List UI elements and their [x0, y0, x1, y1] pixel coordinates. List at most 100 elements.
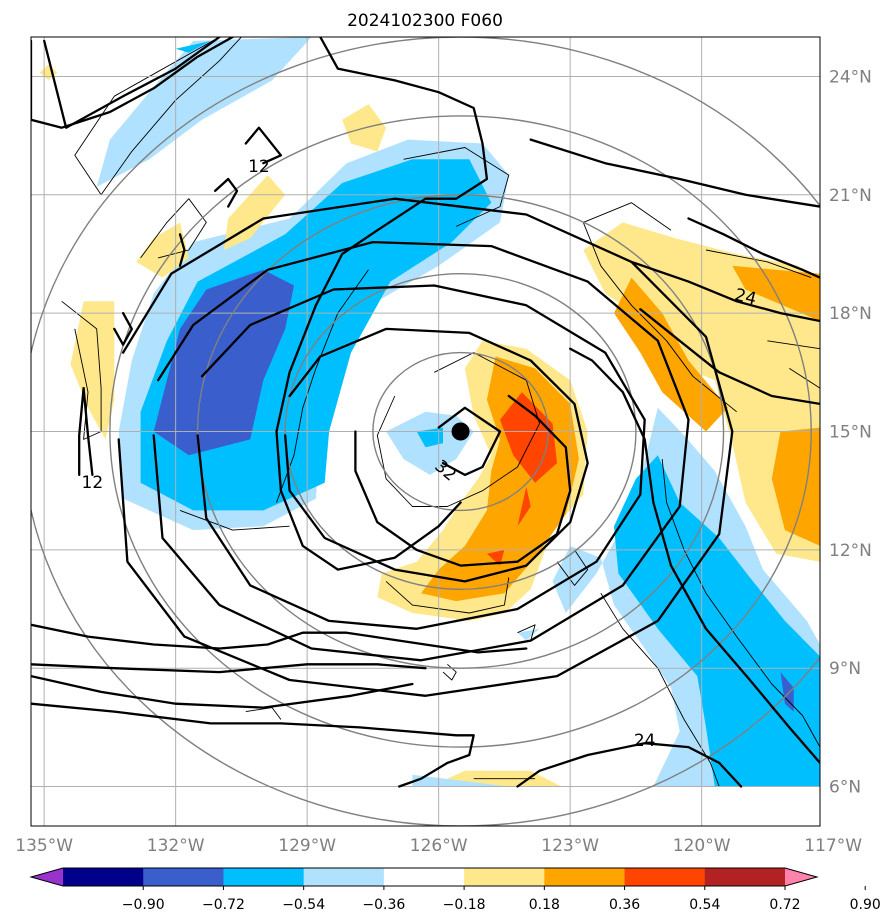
y-tick-labels: 24°N 21°N 18°N 15°N 12°N 9°N 6°N: [829, 67, 872, 797]
thin-contour-10: [600, 592, 720, 787]
thin-contour-8: [705, 249, 812, 279]
y-tick-label-6: 6°N: [829, 778, 861, 798]
y-tick-label-0: 24°N: [829, 67, 872, 87]
thin-contour-15: [276, 269, 369, 503]
x-tick-label-2: 129°W: [278, 836, 336, 856]
shaded-region-18: [771, 427, 820, 546]
colorbar-segment-5: [464, 868, 545, 886]
thin-contour-9: [582, 202, 737, 413]
map-frame: [30, 36, 821, 827]
heavy-contour-23: [31, 702, 475, 788]
colorbar-label-7: 0.54: [689, 897, 720, 913]
heavy-contour-17: [437, 406, 502, 477]
storm-center-marker: [451, 422, 470, 441]
heavy-contour-4: [82, 386, 94, 477]
chart-title: 2024102300 F060: [347, 11, 503, 31]
heavy-contour-24: [516, 742, 743, 788]
heavy-contour-13: [687, 217, 820, 279]
thin-contour-6: [556, 549, 589, 586]
shaded-region-13: [517, 486, 531, 527]
colorbar-label-1: −0.72: [202, 897, 245, 913]
colorbar-segment-4: [383, 868, 465, 886]
range-ring-3: [109, 115, 812, 748]
y-tick-label-4: 12°N: [829, 541, 872, 561]
heavy-contour-7: [31, 37, 234, 129]
thin-contour-14: [245, 707, 282, 720]
center-dot: [451, 422, 470, 441]
shaded-region-6: [416, 427, 443, 448]
colorbar-segment-0: [63, 868, 144, 886]
thin-contour-7: [767, 340, 820, 389]
contour-label-1: 12: [82, 473, 104, 493]
heavy-contour-14: [630, 260, 820, 323]
colorbar-label-8: 0.72: [769, 897, 800, 913]
x-tick-label-3: 126°W: [410, 836, 468, 856]
y-tick-label-2: 18°N: [829, 304, 872, 324]
shaded-region-20: [223, 175, 286, 250]
heavy-contour-18: [354, 394, 572, 567]
x-tick-labels: 135°W 132°W 129°W 126°W 123°W 120°W 117°W: [15, 836, 862, 856]
heavy-contour-0: [244, 126, 283, 165]
thin-contour-3: [403, 147, 510, 227]
colorbar-label-3: −0.36: [362, 897, 405, 913]
y-tick-label-5: 9°N: [829, 659, 861, 679]
thin-contour-5: [385, 577, 510, 614]
shaded-region-14: [486, 549, 505, 566]
thin-contour-4: [376, 352, 540, 507]
heavy-contour-11: [152, 240, 690, 662]
thin-contour-12: [517, 624, 536, 641]
heavy-contour-12: [117, 197, 734, 697]
shaded-region-9: [780, 672, 794, 712]
colorbar-segment-6: [544, 868, 626, 886]
colorbar-label-9: 0.90: [850, 897, 881, 913]
y-tick-label-3: 15°N: [829, 423, 872, 443]
shaded-region-22: [70, 301, 115, 440]
colorbar-segment-3: [303, 868, 385, 886]
colorbar-label-0: −0.90: [122, 897, 165, 913]
shaded-region-4: [153, 269, 294, 456]
colorbar-extend-low: [31, 868, 63, 886]
heavy-contour-10: [196, 284, 646, 630]
contour-label-0: 12: [248, 157, 270, 177]
y-tick-label-1: 21°N: [829, 186, 872, 206]
colorbar-label-2: −0.54: [282, 897, 325, 913]
x-tick-label-6: 117°W: [804, 836, 862, 856]
heavy-contour-9: [284, 327, 589, 583]
thin-contours: [61, 37, 820, 787]
colorbar-label-5: 0.18: [529, 897, 560, 913]
contour-label-3: 24: [634, 731, 656, 751]
thin-contour-0: [74, 37, 242, 196]
x-tick-label-5: 120°W: [673, 836, 731, 856]
colorbar-label-6: 0.36: [609, 897, 640, 913]
shaded-region-26: [412, 774, 509, 787]
heavy-contours: [31, 37, 820, 788]
heavy-contour-19: [569, 347, 820, 765]
x-tick-label-0: 135°W: [15, 836, 73, 856]
range-ring-0: [372, 351, 549, 512]
colorbar: −0.90 −0.72 −0.54 −0.36 −0.18 0.18 0.36 0.54 0.7…: [29, 867, 881, 913]
colorbar-segment-1: [143, 868, 224, 886]
heavy-contour-20: [31, 623, 528, 654]
heavy-contour-2: [178, 233, 186, 267]
thin-contour-16: [179, 509, 290, 531]
colorbar-label-4: −0.18: [443, 897, 486, 913]
heavy-contour-21: [31, 663, 427, 674]
heavy-contour-15: [639, 308, 820, 406]
heavy-contour-3: [113, 311, 133, 346]
range-ring-1: [284, 273, 637, 591]
shaded-region-1: [175, 40, 211, 53]
x-tick-label-4: 123°W: [541, 836, 599, 856]
colorbar-extend-high: [785, 868, 817, 886]
heavy-contour-6: [43, 37, 221, 129]
heavy-contour-22: [31, 674, 414, 709]
colorbar-segment-7: [624, 868, 706, 886]
heavy-contour-8: [275, 37, 489, 571]
shaded-region-25: [517, 628, 540, 641]
colorbar-segment-2: [223, 868, 305, 886]
heavy-contour-16: [529, 138, 820, 208]
thin-contour-11: [661, 459, 820, 748]
x-tick-label-1: 132°W: [147, 836, 205, 856]
heavy-contour-5: [78, 386, 85, 477]
